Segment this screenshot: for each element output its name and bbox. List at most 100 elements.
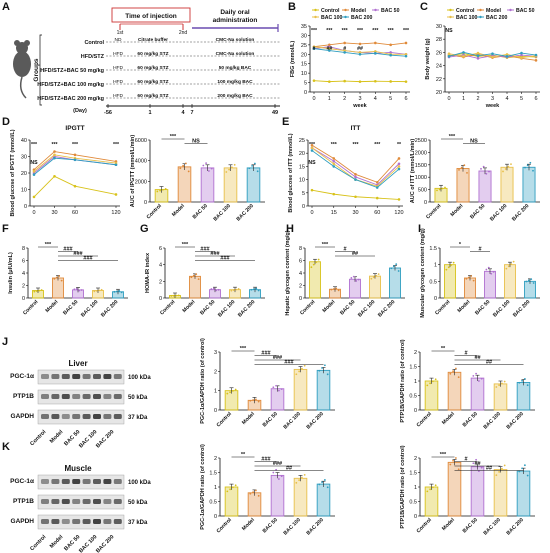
- series-point: [343, 41, 346, 45]
- series-point: [358, 52, 362, 56]
- group-row-name: HFD/STZ+BAC 100 mg/kg: [37, 82, 104, 88]
- data-point: [40, 289, 43, 291]
- data-point: [485, 268, 488, 271]
- bar-bac-200: [516, 470, 531, 517]
- x-tick-label: 0: [32, 210, 35, 216]
- x-tick-label: 60: [72, 210, 78, 216]
- significance-label: NS: [470, 139, 478, 145]
- y-tick-label: 20: [436, 90, 442, 96]
- x-tick-label: Control: [216, 411, 234, 429]
- bar-bac-100: [500, 166, 514, 203]
- y-tick-label: 2: [299, 284, 302, 290]
- series-point: [332, 162, 336, 166]
- blot-strip: [37, 474, 125, 490]
- y-tick-label: 5: [302, 191, 305, 197]
- blot-band: [93, 374, 101, 379]
- y-tick-label: 0.5: [429, 279, 437, 285]
- bar-bac-50: [349, 278, 361, 299]
- legend-entry: Control: [321, 8, 340, 14]
- x-tick-label: 5: [520, 96, 523, 102]
- data-point: [431, 486, 434, 489]
- bar-bac-200: [316, 483, 331, 517]
- data-point: [526, 474, 529, 477]
- blot-band: [82, 519, 91, 524]
- blot-band: [82, 374, 91, 379]
- y-tick-label: 0.5: [409, 394, 417, 400]
- series-point: [358, 51, 362, 54]
- data-point: [445, 268, 448, 271]
- x-tick-label: BAC 200: [506, 411, 525, 430]
- y-tick-label: 4: [22, 271, 25, 277]
- significance-label: **: [441, 346, 446, 352]
- legend-entry: BAC 100: [456, 15, 477, 21]
- blot-band: [113, 519, 122, 524]
- y-tick-label: 3: [214, 350, 217, 356]
- data-point: [170, 294, 173, 297]
- blot-size-label: 100 kDa: [128, 480, 151, 486]
- y-tick-label: 0: [214, 408, 217, 414]
- y-axis-label: AUC of ITT (mmol/L/min): [410, 139, 416, 204]
- data-point: [475, 458, 478, 461]
- data-point: [318, 483, 321, 486]
- y-tick-label: 500: [418, 188, 427, 194]
- data-point: [504, 168, 507, 170]
- data-point: [161, 188, 164, 191]
- blot-band: [82, 499, 91, 504]
- significance-label: ***: [403, 28, 410, 34]
- data-point: [300, 367, 303, 370]
- y-tick-label: 0: [24, 204, 27, 210]
- legend-entry: BAC 50: [516, 8, 535, 14]
- data-point: [73, 288, 76, 291]
- y-tick-label: 25: [301, 43, 307, 49]
- series-point: [520, 53, 523, 57]
- data-point: [444, 186, 446, 189]
- significance-label: #: [313, 46, 316, 52]
- x-tick-label: Model: [457, 299, 472, 314]
- data-point: [355, 280, 358, 282]
- series-point: [354, 173, 357, 176]
- bar-bac-200: [389, 267, 401, 299]
- x-tick-label: BAC 200: [512, 299, 531, 318]
- series-point: [397, 167, 401, 171]
- data-point: [337, 289, 340, 292]
- data-point: [205, 162, 208, 165]
- x-tick-label: BAC 100: [213, 203, 232, 222]
- legend-marker: [449, 8, 452, 12]
- data-point: [482, 165, 485, 168]
- x-tick-label: BAC 200: [506, 517, 525, 536]
- x-tick-label: 30: [51, 210, 57, 216]
- data-point: [215, 289, 218, 292]
- x-tick-label: BAC 100: [357, 299, 376, 318]
- group-row-name: Control: [84, 40, 104, 46]
- data-point: [230, 289, 233, 292]
- significance-label: ***: [331, 142, 338, 148]
- data-point: [33, 290, 36, 293]
- data-point: [95, 289, 98, 292]
- data-point: [192, 274, 195, 277]
- series-point: [462, 55, 465, 58]
- data-point: [450, 264, 453, 266]
- y-axis-label: Hepatic glycogen content (mg/g): [285, 230, 291, 315]
- phase1-label: HFD: [113, 65, 123, 71]
- data-point: [330, 288, 333, 291]
- series-point: [354, 175, 357, 179]
- series-point: [32, 195, 36, 199]
- data-point: [228, 168, 231, 171]
- series-point: [505, 53, 509, 56]
- data-point: [210, 288, 213, 290]
- y-tick-label: 1: [414, 485, 417, 491]
- significance-label: ###: [261, 351, 270, 357]
- blot-band: [51, 499, 60, 504]
- data-point: [498, 384, 501, 387]
- data-point: [229, 488, 232, 491]
- significance-label: ***: [440, 452, 447, 458]
- data-point: [234, 484, 237, 487]
- data-point: [470, 275, 473, 277]
- bar-bac-50: [470, 377, 485, 411]
- legend-entry: Model: [351, 8, 367, 14]
- series-point: [375, 180, 379, 184]
- y-tick-label: 0: [414, 514, 417, 520]
- day-axis-label: (Day): [73, 108, 87, 114]
- y-tick-label: 1.5: [409, 365, 417, 371]
- data-point: [277, 389, 280, 392]
